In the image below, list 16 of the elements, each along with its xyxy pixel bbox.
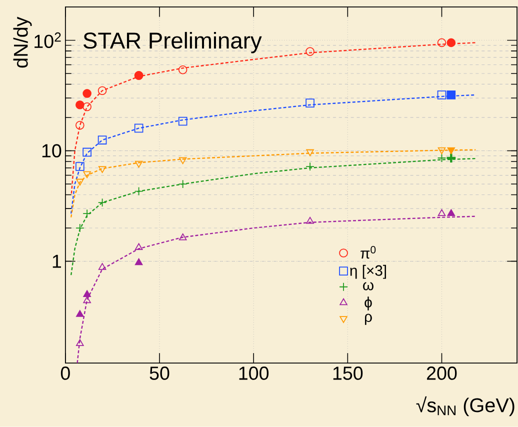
y-tick-label: 10 bbox=[42, 144, 62, 158]
x-tick-label: 0 bbox=[60, 366, 70, 380]
x-tick-label: 100 bbox=[239, 366, 269, 380]
x-tick-label: 200 bbox=[426, 366, 457, 380]
y-axis-title: dN/dy bbox=[13, 16, 32, 68]
legend-label: π$^{0}$ bbox=[360, 246, 376, 259]
y-tick-label: 1 bbox=[52, 254, 61, 268]
y-tick-label: 10$^{2}$ bbox=[34, 32, 61, 48]
legend-label: ϕ bbox=[364, 296, 372, 311]
x-tick-label: 150 bbox=[333, 366, 363, 380]
annotation: STAR Preliminary bbox=[84, 32, 262, 54]
legend-label: ω bbox=[363, 282, 374, 290]
x-tick-label: 50 bbox=[150, 366, 170, 380]
x-axis-title: √s$_{NN}$ (GeV) bbox=[416, 396, 514, 416]
legend-label: η [×3] bbox=[350, 265, 386, 279]
legend-label: ρ bbox=[365, 314, 372, 326]
